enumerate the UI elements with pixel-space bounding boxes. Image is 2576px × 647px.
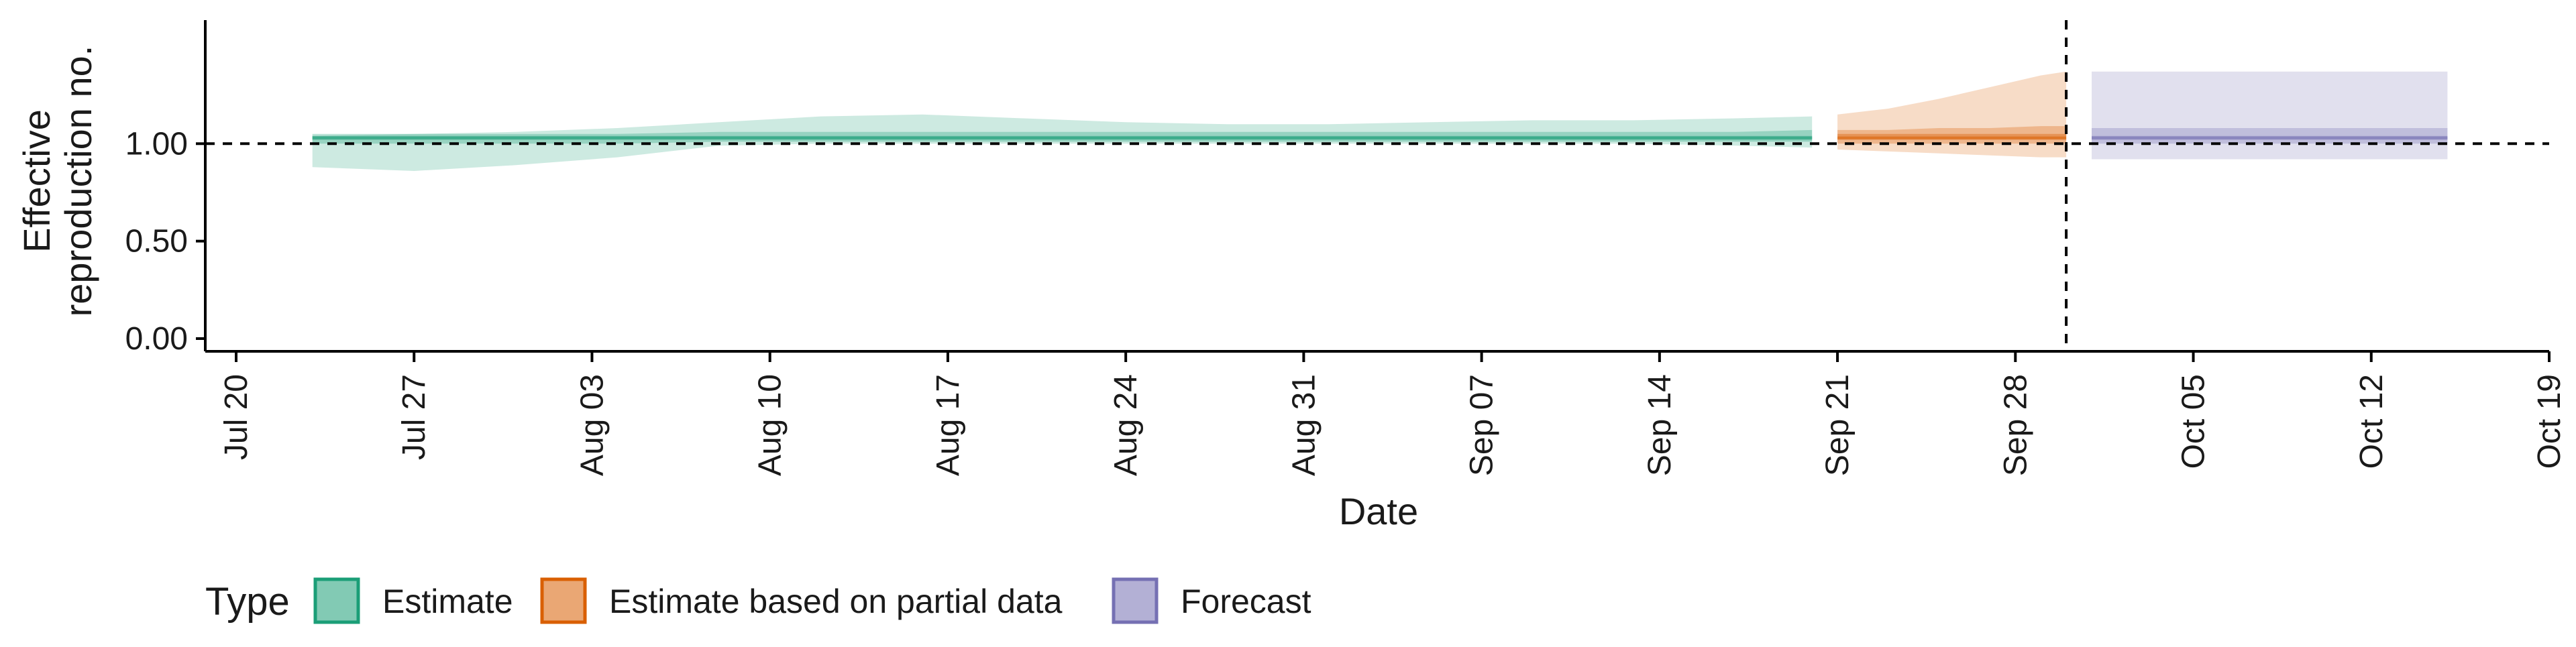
x-tick-label: Aug 17 xyxy=(930,374,966,476)
forecast-band-50 xyxy=(2092,128,2448,144)
x-axis-title: Date xyxy=(1339,490,1418,532)
y-tick-label: 0.50 xyxy=(125,224,188,259)
bands-layer xyxy=(312,71,2448,171)
y-tick-label: 1.00 xyxy=(125,126,188,162)
estimate-based-on-partial-data-band-90 xyxy=(1837,71,2067,158)
forecast-band-90 xyxy=(2092,71,2448,160)
legend-key-forecast xyxy=(1112,577,1159,624)
y-tick-label: 0.00 xyxy=(125,321,188,357)
x-tick-label: Sep 07 xyxy=(1464,374,1500,476)
axes xyxy=(204,20,2549,353)
legend-title: Type xyxy=(205,580,290,624)
legend-key-estimate-based-on-partial-data xyxy=(540,577,587,624)
y-ticks: 0.00 0.50 1.00 xyxy=(125,126,205,357)
x-ticks: Jul 20 Jul 27 Aug 03 Aug 10 Aug 17 Aug 24 Aug … xyxy=(219,351,2567,476)
x-tick-label: Aug 24 xyxy=(1108,374,1144,476)
y-axis-title-line-1: Effective xyxy=(15,109,58,253)
legend-items: Estimate Estimate based on partial data Fo… xyxy=(313,577,1311,624)
legend: Type Estimate Estimate based on partial d… xyxy=(205,577,1311,624)
x-tick-label: Aug 31 xyxy=(1286,374,1322,476)
y-axis-title: Effective reproduction no. xyxy=(15,46,99,317)
reference-lines xyxy=(205,20,2549,351)
estimate-based-on-partial-data-band-50 xyxy=(1837,126,2067,144)
x-tick-label: Jul 27 xyxy=(396,374,432,460)
x-tick-label: Oct 12 xyxy=(2354,374,2390,469)
x-tick-label: Sep 14 xyxy=(1642,374,1678,476)
legend-key-estimate xyxy=(313,577,360,624)
legend-label-estimate-based-on-partial-data: Estimate based on partial data xyxy=(609,583,1063,620)
legend-label-forecast: Forecast xyxy=(1181,583,1311,620)
x-tick-label: Oct 05 xyxy=(2176,374,2212,469)
x-tick-label: Jul 20 xyxy=(219,374,254,460)
x-tick-label: Aug 10 xyxy=(753,374,788,476)
x-tick-label: Sep 28 xyxy=(1998,374,2033,476)
x-tick-label: Oct 19 xyxy=(2532,374,2567,469)
y-axis-title-line-2: reproduction no. xyxy=(57,46,99,317)
x-tick-label: Sep 21 xyxy=(1820,374,1856,476)
x-tick-label: Aug 03 xyxy=(575,374,610,476)
legend-label-estimate: Estimate xyxy=(382,583,513,620)
